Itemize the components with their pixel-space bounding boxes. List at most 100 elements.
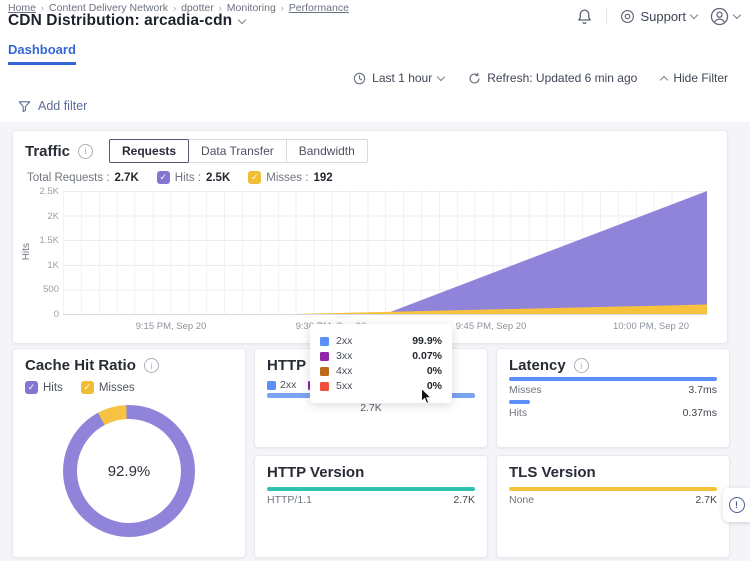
y-tick-label: 2K (47, 210, 59, 222)
traffic-tab-bandwidth[interactable]: Bandwidth (285, 139, 368, 163)
cache-misses-checkbox[interactable]: Misses (80, 381, 135, 394)
misses-value: 192 (313, 171, 333, 184)
misses-legend-checkbox[interactable]: Misses : 192 (248, 171, 333, 184)
meter-http-1-1: HTTP/1.1 2.7K (267, 487, 475, 506)
info-icon[interactable] (78, 143, 94, 159)
tooltip-label: 5xx (336, 380, 353, 392)
y-tick-label: 500 (43, 284, 59, 296)
tooltip-value: 0% (426, 380, 442, 392)
tls-version-title: TLS Version (509, 464, 596, 481)
meter-bar-fill (509, 377, 717, 381)
title-caret-icon[interactable] (237, 15, 247, 25)
notifications-button[interactable] (576, 8, 593, 25)
breadcrumb-item[interactable]: Content Delivery Network (49, 2, 169, 14)
legend-label: 2xx (280, 379, 297, 391)
tooltip-row: 3xx 0.07% (320, 350, 442, 362)
support-menu[interactable]: Support (620, 9, 699, 24)
tab-dashboard[interactable]: Dashboard (8, 42, 76, 65)
meter-label-row: None 2.7K (509, 494, 717, 506)
meter-value: 0.37ms (682, 407, 717, 419)
meter-value: 2.7K (695, 494, 717, 506)
refresh-icon (469, 72, 480, 84)
meter-value: 3.7ms (688, 384, 717, 396)
traffic-tab-data-transfer[interactable]: Data Transfer (188, 139, 287, 163)
hide-filter-button[interactable]: Hide Filter (660, 71, 728, 85)
traffic-tab-requests[interactable]: Requests (109, 139, 190, 163)
tooltip-row: 2xx 99.9% (320, 335, 442, 347)
cache-legend: Hits Misses (25, 381, 135, 394)
legend-swatch (320, 366, 329, 376)
tls-version-header: TLS Version (509, 464, 596, 481)
tooltip-value: 0.07% (412, 350, 442, 362)
breadcrumb-item[interactable]: Home (8, 2, 37, 14)
breadcrumb-item[interactable]: Monitoring (226, 2, 276, 14)
chart-tooltip: 2xx 99.9% 3xx 0.07% 4xx 0% 5xx 0% (310, 324, 452, 403)
info-icon[interactable] (143, 358, 159, 373)
chevron-up-icon (660, 75, 669, 84)
time-range-label: Last 1 hour (372, 71, 433, 85)
feedback-tab-button[interactable] (723, 488, 750, 522)
hits-legend-checkbox[interactable]: Hits : 2.5K (156, 171, 231, 184)
account-menu[interactable] (710, 7, 742, 26)
cache-hits-checkbox[interactable]: Hits (25, 381, 63, 394)
add-filter-button[interactable]: Add filter (18, 99, 87, 113)
controls-row: Last 1 hour Refresh: Updated 6 min ago H… (353, 71, 728, 85)
meter-none: None 2.7K (509, 487, 717, 506)
checkbox-checked-icon (80, 381, 94, 394)
tooltip-value: 99.9% (412, 335, 442, 347)
cache-donut[interactable]: 92.9% (63, 405, 195, 537)
breadcrumb-separator: › (218, 3, 222, 13)
meter-bar-fill (509, 487, 717, 491)
meter-hits: Hits 0.37ms (509, 400, 717, 419)
status-legend-2xx[interactable]: 2xx (267, 379, 296, 391)
meter-bar-track[interactable] (267, 487, 475, 491)
plot-area[interactable] (63, 191, 707, 315)
donut-center: 92.9% (77, 419, 181, 523)
traffic-stats: Total Requests : 2.7K Hits : 2.5K Misses… (27, 171, 333, 184)
breadcrumb-separator: › (280, 3, 284, 13)
add-filter-label: Add filter (38, 99, 88, 113)
total-requests-value: 2.7K (114, 171, 139, 184)
breadcrumb-item[interactable]: Performance (288, 2, 349, 14)
tooltip-label: 2xx (336, 335, 353, 347)
refresh-status-label: Refresh: Updated 6 min ago (487, 71, 638, 85)
cache-ratio-value: 92.9% (107, 462, 151, 480)
meter-bar-track[interactable] (509, 377, 717, 381)
meter-bar-track[interactable] (509, 400, 717, 404)
traffic-chart: Hits 2.5K 2K 1.5K 1K 500 0 9:15 PM, Sep 20 9:3… (13, 185, 727, 343)
http-version-card: HTTP Version HTTP/1.1 2.7K (254, 455, 488, 558)
total-requests-label: Total Requests : (27, 171, 110, 184)
area-series-hits (385, 191, 707, 314)
refresh-button[interactable]: Refresh: Updated 6 min ago (468, 71, 637, 85)
meter-bar-fill (267, 487, 475, 491)
cache-hits-label: Hits (43, 381, 63, 394)
support-icon (621, 9, 635, 23)
cache-misses-label: Misses (98, 381, 135, 394)
info-icon[interactable] (573, 358, 589, 373)
time-range-select[interactable]: Last 1 hour (353, 71, 446, 85)
traffic-title: Traffic (25, 142, 71, 160)
legend-swatch (320, 381, 329, 391)
breadcrumb-item[interactable]: dpotter (181, 2, 214, 14)
meter-label-row: Hits 0.37ms (509, 407, 717, 419)
tooltip-row: 5xx 0% (320, 380, 442, 392)
x-tick-label: 9:15 PM, Sep 20 (135, 321, 207, 332)
meter-label: HTTP/1.1 (267, 494, 312, 506)
user-avatar-icon (710, 7, 729, 25)
chevron-down-icon (689, 10, 699, 20)
meter-bar-fill (509, 400, 530, 404)
legend-swatch (320, 336, 329, 346)
latency-header: Latency (509, 357, 589, 374)
traffic-area-svg (291, 191, 707, 314)
meter-label: None (509, 494, 535, 506)
checkbox-checked-icon (156, 171, 170, 184)
page-title-row: CDN Distribution: arcadia-cdn (8, 12, 247, 30)
meter-bar-track[interactable] (509, 487, 717, 491)
hits-value: 2.5K (205, 171, 231, 184)
funnel-icon (18, 100, 31, 112)
breadcrumb-separator: › (173, 3, 177, 13)
latency-card: Latency Misses 3.7ms Hits 0.37ms (496, 348, 730, 448)
tls-version-card: TLS Version None 2.7K (496, 455, 730, 558)
